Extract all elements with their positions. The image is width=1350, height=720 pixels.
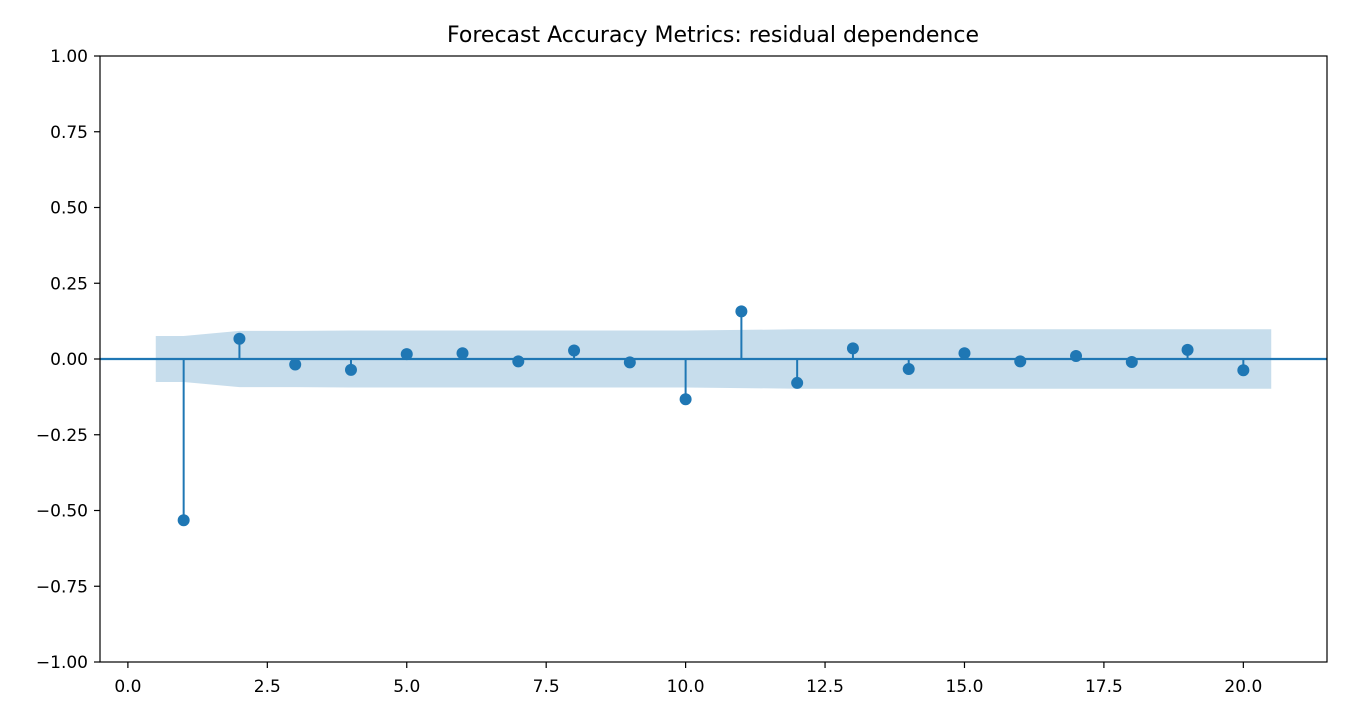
acf-point (1181, 343, 1194, 356)
chart-title: Forecast Accuracy Metrics: residual depe… (447, 23, 979, 48)
acf-point (958, 347, 971, 360)
acf-point (1070, 349, 1083, 362)
acf-point (177, 514, 190, 527)
acf-point (289, 358, 302, 371)
x-tick-label: 20.0 (1224, 677, 1262, 697)
y-tick-label: 0.75 (50, 123, 88, 143)
x-tick-label: 2.5 (254, 677, 281, 697)
acf-point (512, 355, 525, 368)
acf-point (735, 305, 748, 318)
x-tick-label: 10.0 (667, 677, 705, 697)
y-tick-label: 0.25 (50, 274, 88, 294)
y-tick-label: 1.00 (50, 47, 88, 67)
y-tick-label: 0.50 (50, 199, 88, 219)
x-tick-label: 12.5 (806, 677, 844, 697)
acf-point (568, 344, 581, 357)
acf-point (902, 362, 915, 375)
acf-point (344, 363, 357, 376)
acf-point (846, 342, 859, 355)
acf-point (791, 376, 804, 389)
y-axis-ticks: 1.00 0.75 0.50 0.25 0.00 −0.25 −0.50 −0.75 −1.00 (36, 47, 100, 673)
x-tick-label: 7.5 (533, 677, 560, 697)
x-axis-ticks: 0.0 2.5 5.0 7.5 10.0 12.5 15.0 17.5 20.0 (114, 662, 1262, 697)
x-tick-label: 15.0 (946, 677, 984, 697)
acf-point (679, 393, 692, 406)
acf-point (1014, 355, 1027, 368)
y-tick-label: −1.00 (36, 653, 88, 673)
y-tick-label: −0.50 (36, 502, 88, 522)
y-tick-label: −0.75 (36, 577, 88, 597)
marker-layer (177, 305, 1250, 527)
x-tick-label: 17.5 (1085, 677, 1123, 697)
y-tick-label: 0.00 (50, 350, 88, 370)
x-tick-label: 5.0 (393, 677, 420, 697)
acf-point (400, 348, 413, 361)
acf-point (456, 347, 469, 360)
acf-point (1125, 356, 1138, 369)
acf-point (233, 332, 246, 345)
x-tick-label: 0.0 (114, 677, 141, 697)
acf-point (1237, 364, 1250, 377)
y-tick-label: −0.25 (36, 426, 88, 446)
acf-point (623, 356, 636, 369)
